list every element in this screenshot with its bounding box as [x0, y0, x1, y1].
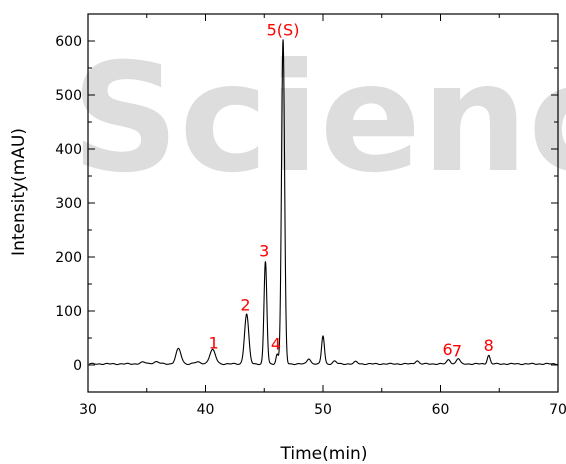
y-tick-label: 200 — [55, 250, 82, 266]
y-tick-label: 0 — [73, 358, 82, 374]
peak-label: 8 — [484, 336, 494, 355]
y-tick-label: 400 — [55, 142, 82, 158]
x-tick-label: 50 — [314, 402, 332, 418]
peak-label: 5(S) — [267, 20, 300, 39]
peak-label: 6 — [442, 340, 452, 359]
y-tick-label: 100 — [55, 304, 82, 320]
x-axis-title: Time(min) — [280, 444, 368, 464]
peak-label: 1 — [209, 334, 219, 353]
x-tick-label: 30 — [79, 402, 97, 418]
y-tick-label: 600 — [55, 34, 82, 50]
y-axis-title: Intensity(mAU) — [9, 128, 29, 256]
y-tick-label: 500 — [55, 88, 82, 104]
peak-label: 4 — [271, 335, 281, 354]
series-trace — [89, 39, 558, 366]
peak-label: 7 — [452, 342, 462, 361]
x-tick-label: 70 — [549, 402, 566, 418]
peak-label: 2 — [240, 296, 250, 315]
y-tick-label: 300 — [55, 196, 82, 212]
x-tick-label: 40 — [197, 402, 215, 418]
x-tick-label: 60 — [432, 402, 450, 418]
peak-label: 3 — [259, 242, 269, 261]
watermark: Science — [71, 32, 566, 206]
